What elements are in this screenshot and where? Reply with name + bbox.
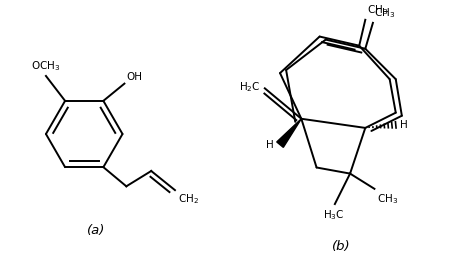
Text: OCH$_3$: OCH$_3$ bbox=[31, 59, 61, 73]
Text: H$_2$C: H$_2$C bbox=[238, 80, 260, 94]
Polygon shape bbox=[277, 119, 301, 147]
Text: (a): (a) bbox=[87, 224, 105, 237]
Text: CH$_3$: CH$_3$ bbox=[374, 6, 396, 20]
Text: CH$_3$: CH$_3$ bbox=[377, 192, 399, 206]
Text: OH: OH bbox=[127, 72, 142, 82]
Text: CH$_3$: CH$_3$ bbox=[367, 3, 388, 17]
Text: (b): (b) bbox=[332, 240, 350, 253]
Text: H$_3$C: H$_3$C bbox=[322, 208, 344, 221]
Text: H: H bbox=[266, 140, 274, 150]
Text: CH$_2$: CH$_2$ bbox=[178, 192, 199, 206]
Text: H: H bbox=[401, 120, 408, 130]
